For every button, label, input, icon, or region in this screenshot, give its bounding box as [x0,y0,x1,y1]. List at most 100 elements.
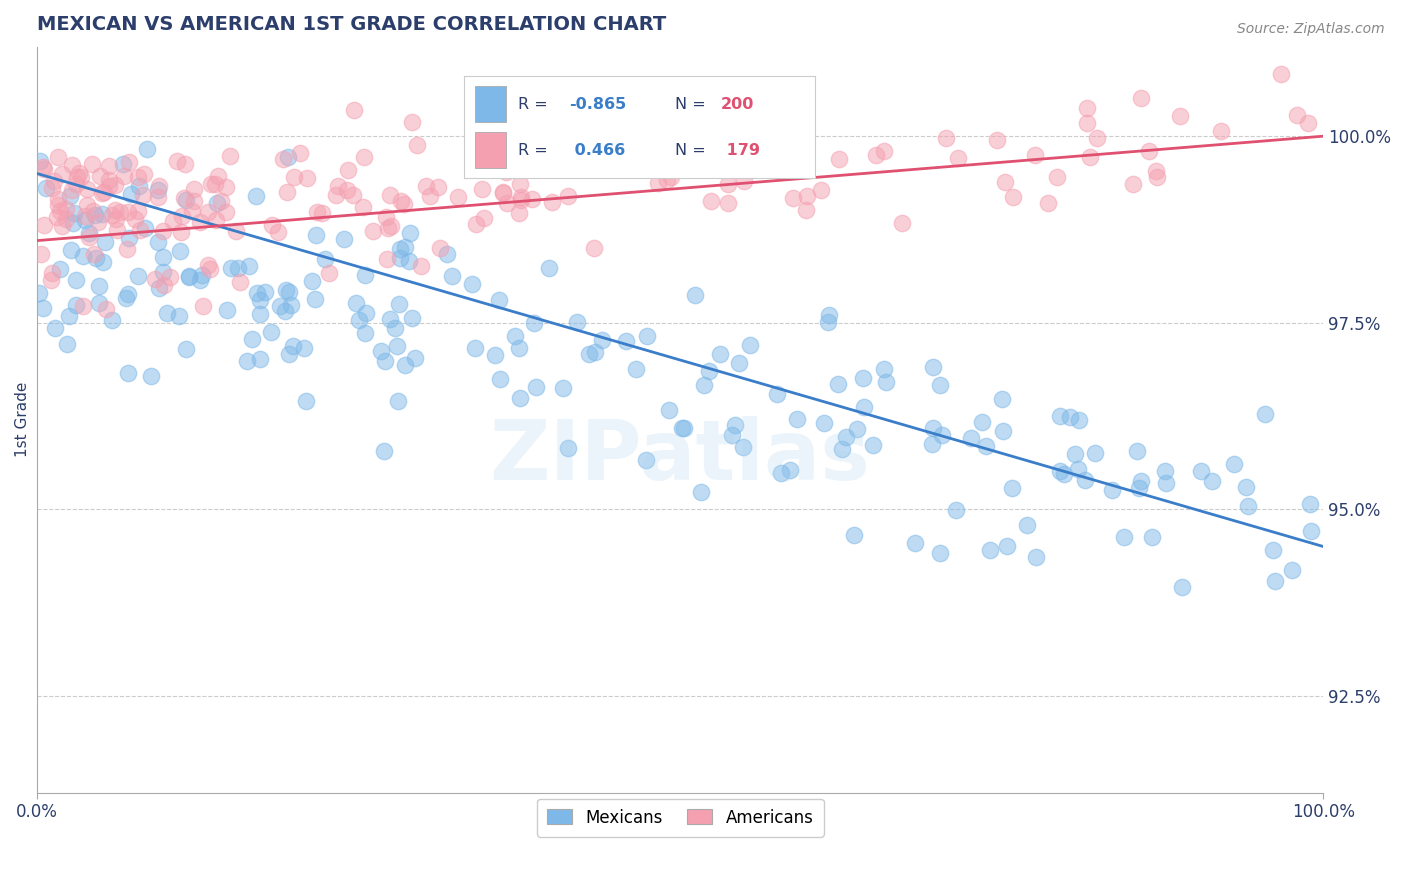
Point [659,170,682,185]
Point [717,177,740,191]
Point [853,400,876,414]
Point [717,196,740,211]
Point [986,133,1008,147]
Point [1025,549,1047,564]
Point [524,380,547,394]
Point [697,364,720,378]
Point [41,180,63,194]
Point [770,158,793,172]
Point [972,415,994,429]
Text: R =: R = [519,143,548,158]
Point [378,311,401,326]
Point [353,326,375,341]
Point [46,210,69,224]
Point [509,391,531,405]
Point [238,260,260,274]
Point [305,228,328,243]
Point [162,214,184,228]
Point [931,428,953,442]
Text: MEXICAN VS AMERICAN 1ST GRADE CORRELATION CHART: MEXICAN VS AMERICAN 1ST GRADE CORRELATIO… [37,15,666,34]
Point [276,185,298,199]
Point [946,151,969,165]
Point [183,194,205,209]
Point [873,362,896,376]
Point [873,144,896,158]
Point [30,153,52,168]
Point [374,353,396,368]
Point [51,167,73,181]
Point [363,224,385,238]
Point [305,204,328,219]
Point [188,215,211,229]
Point [60,244,83,258]
Point [1076,116,1098,130]
Point [104,178,127,192]
Point [1063,447,1085,461]
Point [173,191,195,205]
Text: ZIPatlas: ZIPatlas [489,417,870,498]
Point [935,131,957,145]
Point [1076,101,1098,115]
Point [30,247,52,261]
Point [134,167,156,181]
Point [375,252,398,266]
Point [226,261,249,276]
Point [1154,475,1177,490]
Point [388,252,411,266]
Point [56,337,79,351]
Point [766,386,789,401]
Point [852,371,875,385]
Point [492,186,515,201]
Point [347,312,370,326]
Point [647,177,669,191]
Point [1154,464,1177,478]
Point [991,424,1014,438]
Point [1296,116,1319,130]
Point [1144,164,1167,178]
Point [108,205,131,219]
Point [148,281,170,295]
Point [1254,407,1277,421]
Bar [475,132,506,168]
Point [1137,144,1160,158]
Point [538,260,561,275]
Point [146,189,169,203]
Point [63,205,86,219]
Point [1168,109,1191,123]
Text: -0.865: -0.865 [569,96,627,112]
Point [624,361,647,376]
Point [464,342,486,356]
Point [565,315,588,329]
Point [249,293,271,308]
Point [304,293,326,307]
Point [724,417,747,432]
Point [76,181,98,195]
Point [281,339,304,353]
Point [104,203,127,218]
Point [200,178,222,192]
Point [796,189,818,203]
Point [1067,462,1090,476]
Point [399,227,422,241]
Point [87,279,110,293]
Point [73,209,96,223]
Point [332,232,354,246]
Point [190,273,212,287]
Point [35,181,58,195]
Point [1036,196,1059,211]
Point [1128,482,1150,496]
Point [91,207,114,221]
Point [104,212,127,227]
Point [97,159,120,173]
Point [614,334,637,349]
Point [197,205,219,219]
Point [472,211,495,226]
Point [1189,464,1212,478]
Point [1017,517,1039,532]
Point [377,221,399,235]
Point [658,403,681,417]
Point [205,196,228,211]
Point [65,272,87,286]
Point [94,235,117,249]
Point [354,306,377,320]
